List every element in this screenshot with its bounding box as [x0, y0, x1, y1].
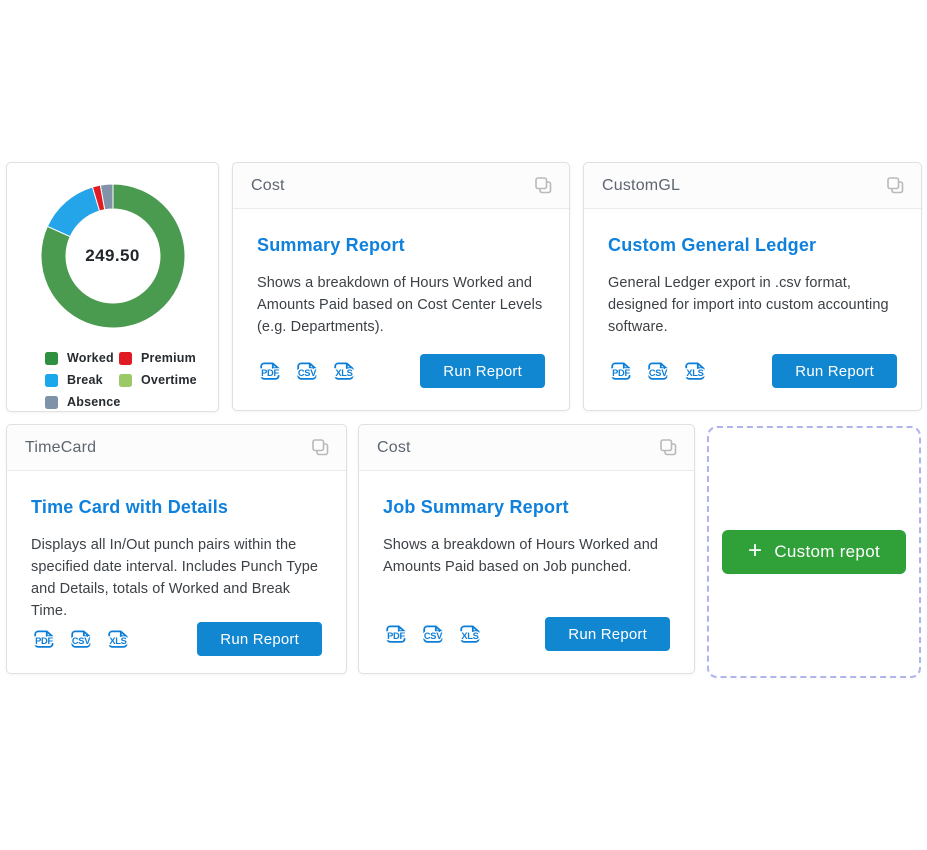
export-format-icons: PDF CSV XLS [31, 627, 131, 651]
card-header: Cost [359, 425, 694, 471]
report-title: Job Summary Report [383, 497, 569, 517]
report-card-custom-general-ledger: CustomGL Custom General Ledger General Led… [583, 162, 922, 411]
svg-text:PDF: PDF [612, 368, 630, 378]
custom-report-button-label: Custom repot [774, 542, 880, 561]
card-header: CustomGL [584, 163, 921, 209]
legend-swatch-worked [45, 351, 58, 365]
csv-icon[interactable]: CSV [294, 359, 320, 383]
xls-icon[interactable]: XLS [105, 627, 131, 651]
report-description: Shows a breakdown of Hours Worked and Am… [257, 275, 543, 335]
legend-item-worked: Worked [45, 351, 119, 365]
pdf-icon[interactable]: PDF [257, 359, 283, 383]
run-report-button[interactable]: Run Report [772, 354, 897, 388]
xls-icon[interactable]: XLS [331, 359, 357, 383]
duplicate-report-icon[interactable] [884, 174, 907, 197]
pdf-icon[interactable]: PDF [608, 359, 634, 383]
report-title: Custom General Ledger [608, 235, 817, 255]
report-description: General Ledger export in .csv format, de… [608, 275, 889, 335]
csv-icon[interactable]: CSV [420, 622, 446, 646]
legend-item-overtime: Overtime [119, 373, 218, 387]
xls-icon[interactable]: XLS [682, 359, 708, 383]
svg-text:PDF: PDF [35, 636, 53, 646]
report-card-time-card-with-details: TimeCard Time Card with Details Displays a… [6, 424, 347, 674]
legend-label-worked: Worked [67, 351, 114, 365]
duplicate-report-icon[interactable] [309, 436, 332, 459]
legend-swatch-premium [119, 351, 132, 365]
report-card-summary-report: Cost Summary Report Shows a breakdown of H… [232, 162, 570, 411]
svg-text:XLS: XLS [686, 368, 703, 378]
run-report-button[interactable]: Run Report [197, 622, 322, 656]
card-category-label: CustomGL [602, 176, 681, 194]
card-header: TimeCard [7, 425, 346, 471]
legend-swatch-break [45, 373, 58, 387]
xls-icon[interactable]: XLS [457, 622, 483, 646]
run-report-button[interactable]: Run Report [420, 354, 545, 388]
run-report-button[interactable]: Run Report [545, 617, 670, 651]
csv-icon[interactable]: CSV [645, 359, 671, 383]
svg-text:CSV: CSV [72, 636, 91, 646]
plus-icon: + [748, 537, 763, 564]
report-title: Time Card with Details [31, 497, 229, 517]
csv-icon[interactable]: CSV [68, 627, 94, 651]
pdf-icon[interactable]: PDF [31, 627, 57, 651]
pdf-icon[interactable]: PDF [383, 622, 409, 646]
legend-item-absence: Absence [45, 395, 121, 409]
card-header: Cost [233, 163, 569, 209]
report-title: Summary Report [257, 235, 405, 255]
legend-label-premium: Premium [141, 351, 196, 365]
duplicate-report-icon[interactable] [657, 436, 680, 459]
svg-text:XLS: XLS [461, 631, 478, 641]
custom-report-card: + Custom repot [707, 426, 921, 678]
legend-label-absence: Absence [67, 395, 121, 409]
svg-text:PDF: PDF [261, 368, 279, 378]
export-format-icons: PDF CSV XLS [608, 359, 708, 383]
donut-chart-svg [40, 183, 185, 329]
custom-report-button[interactable]: + Custom repot [722, 530, 906, 574]
chart-legend: Worked Premium Break Overtime Absence [7, 351, 218, 409]
card-category-label: Cost [251, 176, 285, 194]
svg-text:XLS: XLS [335, 368, 352, 378]
svg-text:CSV: CSV [424, 631, 443, 641]
hours-summary-chart-card: 249.50 Worked Premium Break Overtime Abs… [6, 162, 219, 412]
export-format-icons: PDF CSV XLS [257, 359, 357, 383]
legend-label-overtime: Overtime [141, 373, 197, 387]
report-card-job-summary-report: Cost Job Summary Report Shows a breakdown … [358, 424, 695, 674]
report-description: Shows a breakdown of Hours Worked and Am… [383, 537, 659, 575]
card-category-label: TimeCard [25, 438, 97, 456]
legend-item-break: Break [45, 373, 119, 387]
svg-text:PDF: PDF [387, 631, 405, 641]
svg-text:XLS: XLS [109, 636, 126, 646]
report-description: Displays all In/Out punch pairs within t… [31, 537, 319, 619]
svg-text:CSV: CSV [298, 368, 317, 378]
export-format-icons: PDF CSV XLS [383, 622, 483, 646]
legend-swatch-absence [45, 395, 58, 409]
hours-donut-chart: 249.50 [28, 171, 198, 341]
legend-label-break: Break [67, 373, 103, 387]
legend-item-premium: Premium [119, 351, 218, 365]
legend-swatch-overtime [119, 373, 132, 387]
duplicate-report-icon[interactable] [532, 174, 555, 197]
svg-text:CSV: CSV [649, 368, 668, 378]
card-category-label: Cost [377, 438, 411, 456]
